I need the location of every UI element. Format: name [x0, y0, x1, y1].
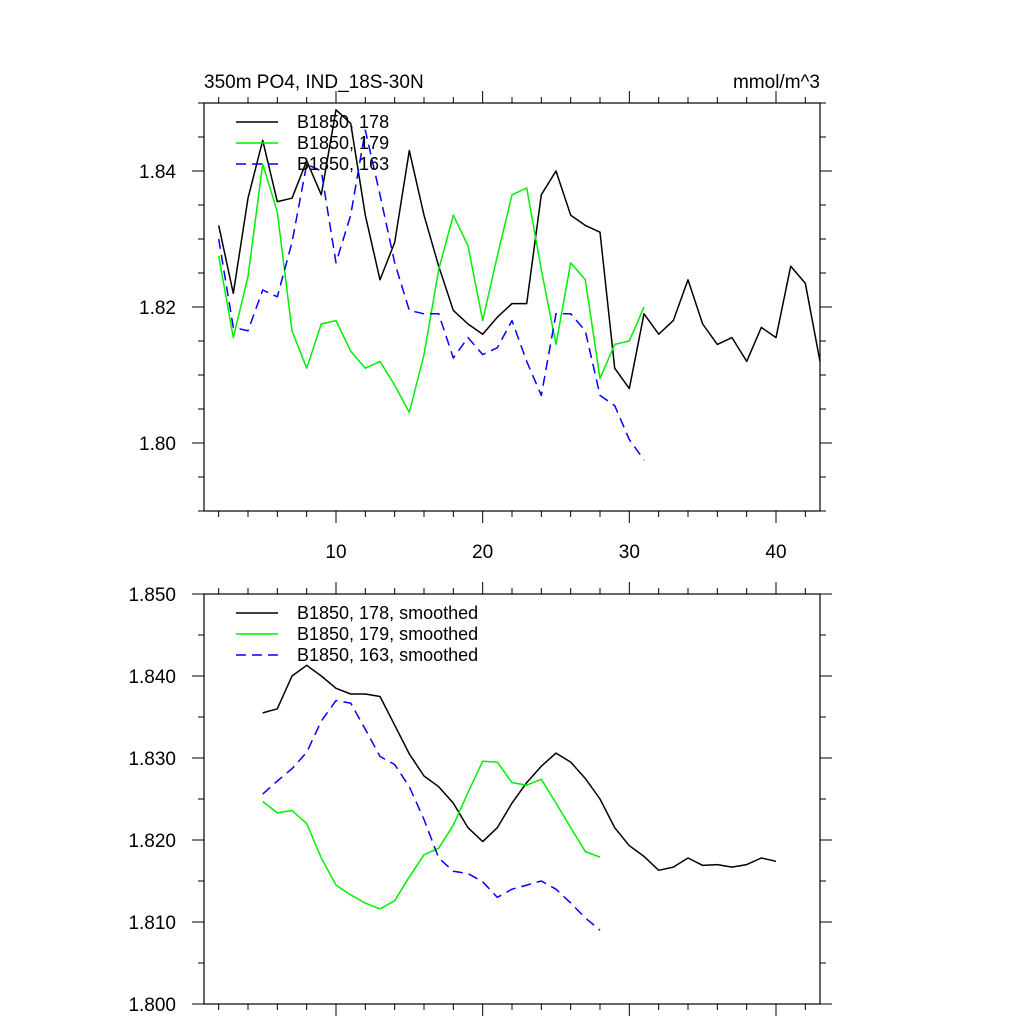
- x-tick-label: 30: [619, 542, 640, 563]
- series-lines: [262, 664, 777, 931]
- y-tick-label: 1.810: [128, 913, 176, 934]
- y-tick-label: 1.80: [139, 434, 176, 455]
- series-line: [217, 109, 821, 390]
- legend-label: B1850, 178, smoothed: [297, 603, 478, 623]
- y-tick-label: 1.84: [139, 162, 176, 183]
- legend-label: B1850, 179, smoothed: [297, 624, 478, 644]
- x-tick-label: 20: [472, 542, 493, 563]
- bottom-line-chart: 1.800 1.810 1.820 1.830 1.840 1.850 B1850, 17…: [128, 582, 832, 1016]
- series-lines: [217, 109, 821, 461]
- y-tick-label: 1.840: [128, 667, 176, 688]
- series-line: [217, 129, 645, 461]
- axis-ticks: 1.800 1.810 1.820 1.830 1.840 1.850: [128, 582, 832, 1016]
- series-line: [262, 664, 777, 872]
- y-tick-label: 1.82: [139, 298, 176, 319]
- axis-ticks: 10 20 30 40 1.80 1.82 1.84: [139, 91, 832, 563]
- legend-label: B1850, 163, smoothed: [297, 645, 478, 665]
- series-line: [262, 699, 601, 931]
- legend-label: B1850, 178: [297, 112, 389, 132]
- units-label: mmol/m^3: [733, 72, 820, 93]
- y-tick-label: 1.800: [128, 995, 176, 1016]
- series-line: [217, 163, 645, 414]
- top-line-chart: 350m PO4, IND_18S-30N mmol/m^3 10 20 30 401…: [139, 72, 832, 563]
- y-tick-label: 1.830: [128, 749, 176, 770]
- y-tick-label: 1.820: [128, 831, 176, 852]
- chart-title: 350m PO4, IND_18S-30N: [204, 72, 424, 93]
- legend-label: B1850, 179: [297, 133, 389, 153]
- x-tick-label: 10: [325, 542, 346, 563]
- x-tick-label: 40: [765, 542, 786, 563]
- series-line: [262, 760, 601, 910]
- y-tick-label: 1.850: [128, 585, 176, 606]
- legend-label: B1850, 163: [297, 154, 389, 174]
